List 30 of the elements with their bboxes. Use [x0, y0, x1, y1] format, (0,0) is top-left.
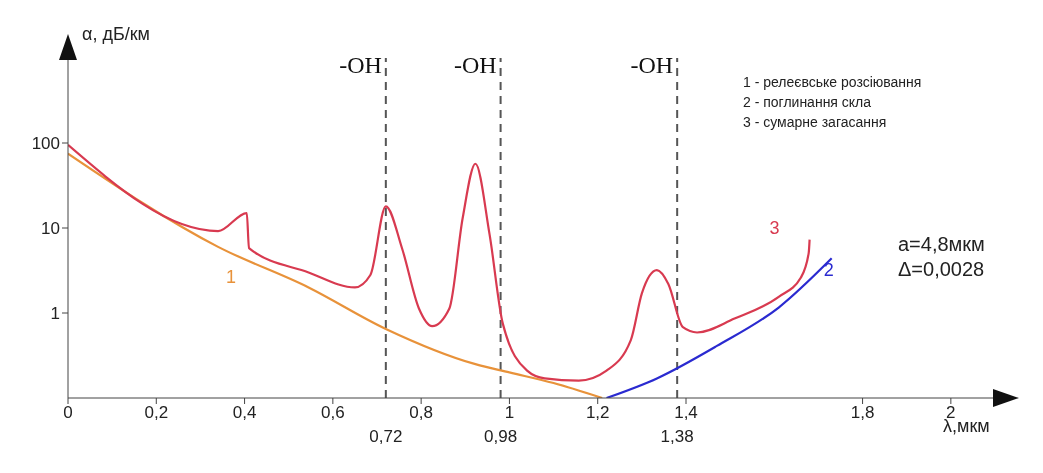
series-label: 3 [769, 217, 780, 239]
x-tick-label: 0,2 [144, 403, 169, 423]
series-label: 1 [226, 266, 237, 288]
ref-line-label: 0,72 [369, 427, 403, 446]
x-tick-label: 0 [63, 403, 73, 423]
annotation: -OH [453, 52, 497, 79]
x-tick-label: 0,8 [409, 403, 433, 423]
series-label: 2 [823, 260, 834, 282]
x-tick-label: 0,4 [232, 403, 257, 423]
x-tick-label: 1 [504, 403, 515, 423]
x-tick-label: 1,4 [674, 403, 698, 423]
annotation: -OH [630, 52, 674, 79]
y-axis-title: α, дБ/км [82, 24, 150, 45]
y-tick-label: 100 [31, 134, 60, 154]
x-tick-label: 0,6 [321, 403, 345, 423]
annotation: 3 - сумарне загасання [743, 114, 887, 130]
y-tick-label: 1 [50, 304, 60, 324]
line-series [68, 152, 604, 398]
annotation: 1 - релеєвське розсіювання [743, 74, 922, 90]
x-tick-label: 1,8 [850, 403, 875, 423]
line-series [605, 257, 833, 398]
y-tick-label: 10 [41, 219, 60, 239]
ref-line-label: 0,98 [484, 427, 518, 446]
x-tick-label: 1,2 [585, 403, 610, 423]
annotation: a=4,8мкм [898, 233, 985, 256]
annotation: 2 - поглинання скла [743, 94, 872, 110]
ref-line-label: 1,38 [660, 427, 694, 446]
line-series [68, 143, 811, 382]
annotation: Δ=0,0028 [898, 258, 985, 281]
annotation: -OH [339, 52, 382, 79]
